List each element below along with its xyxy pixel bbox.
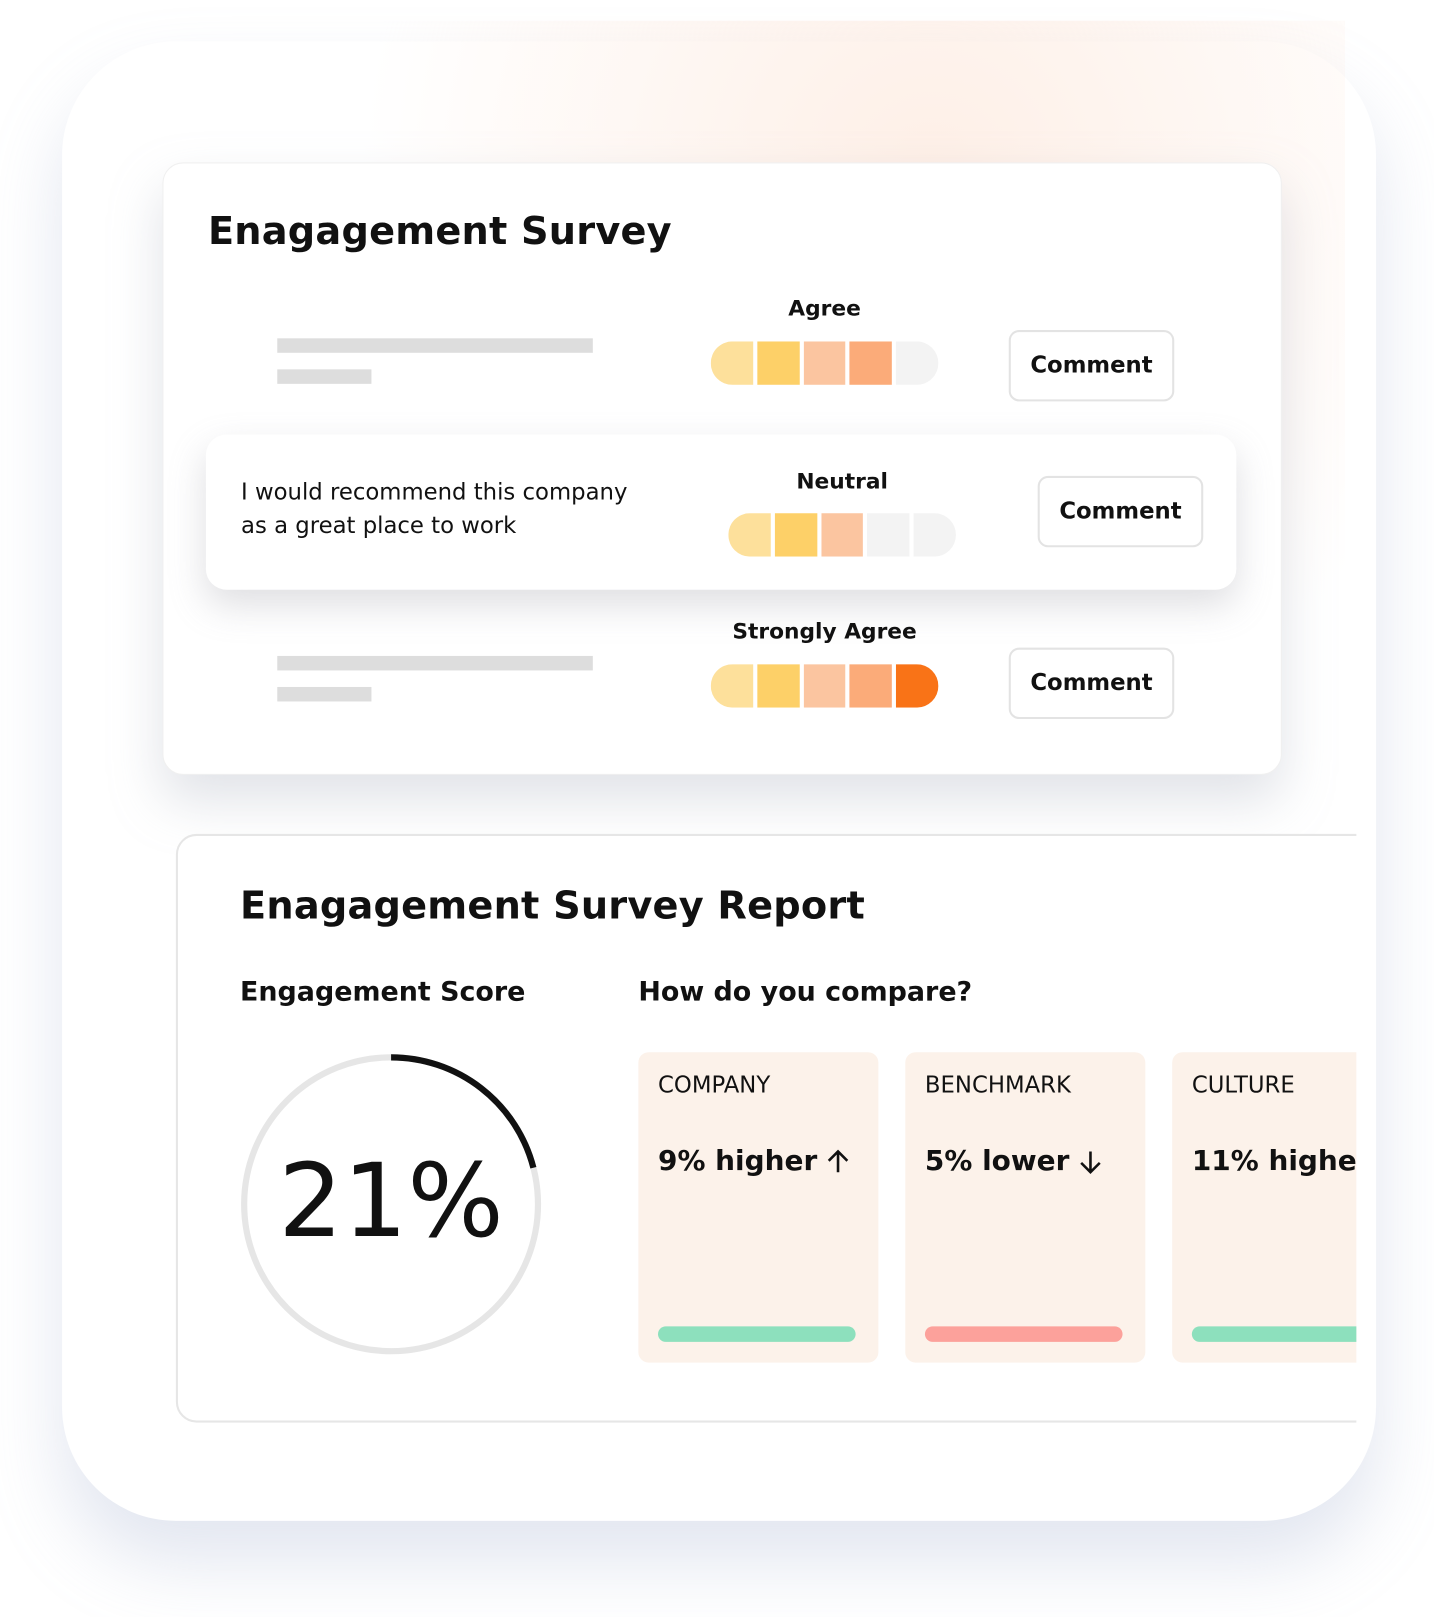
- answer-label: Agree: [788, 295, 861, 321]
- compare-heading: How do you compare?: [638, 976, 973, 1008]
- score-gauge: 21%: [241, 1054, 542, 1355]
- survey-title: Enagagement Survey: [207, 208, 672, 254]
- card-bar: [924, 1326, 1123, 1342]
- card-result: 11% higher: [1192, 1145, 1357, 1177]
- rating-segment: [803, 341, 846, 385]
- gauge-arc: [391, 1054, 537, 1169]
- compare-card: COMPANY 9% higher: [638, 1052, 879, 1363]
- arrow-path: [1079, 1150, 1101, 1174]
- trend-arrow: [1079, 1150, 1101, 1174]
- rating-segment: [913, 513, 956, 557]
- rating-segment: [803, 664, 846, 708]
- rating-bar: [710, 341, 939, 385]
- rating-segment: [710, 341, 753, 385]
- rating-segment: [849, 664, 893, 708]
- card-name: COMPANY: [658, 1072, 771, 1099]
- placeholder-line: [277, 655, 593, 671]
- score-label: 21%: [278, 1142, 503, 1260]
- result-text: 11% higher: [1191, 1145, 1357, 1178]
- card-result: 5% lower: [925, 1145, 1103, 1177]
- rating-segment: [774, 513, 817, 557]
- compare-card: CULTURE 11% higher: [1172, 1052, 1357, 1363]
- comment-button[interactable]: Comment: [1008, 330, 1175, 402]
- question: I would recommend this company as a grea…: [241, 480, 628, 540]
- card-bar: [658, 1326, 856, 1342]
- compare-card: BENCHMARK 5% lower: [905, 1052, 1146, 1363]
- arrow-path: [827, 1149, 849, 1172]
- rating-segment: [849, 341, 893, 385]
- clip: Enagagement Survey Enagagement Survey Re…: [162, 20, 1357, 1423]
- rating-segment: [821, 513, 864, 557]
- card-name: BENCHMARK: [924, 1072, 1071, 1099]
- comment-button[interactable]: Comment: [1008, 647, 1175, 720]
- report-panel: Enagagement Survey Report Engagement Sco…: [175, 833, 1357, 1423]
- card-bar: [1191, 1326, 1357, 1342]
- placeholder-line: [277, 338, 593, 353]
- rating-segment: [867, 513, 910, 557]
- card-result: 9% higher: [658, 1145, 850, 1177]
- rating-segment: [728, 513, 771, 557]
- result-text: 5% lower: [924, 1145, 1070, 1178]
- rating-segment: [896, 664, 939, 708]
- answer-label: Strongly Agree: [732, 618, 917, 644]
- trend-arrow: [827, 1149, 849, 1172]
- rating-segment: [896, 341, 939, 385]
- rating-bar: [728, 513, 956, 557]
- rating-bar: [710, 664, 939, 708]
- card-name: CULTURE: [1191, 1072, 1295, 1099]
- score-heading: Engagement Score: [240, 976, 526, 1008]
- answer-label: Neutral: [796, 468, 888, 494]
- placeholder-line: [277, 369, 372, 384]
- comment-button[interactable]: Comment: [1037, 475, 1204, 548]
- rating-segment: [757, 664, 800, 708]
- placeholder-line: [277, 686, 372, 702]
- rating-segment: [757, 341, 800, 385]
- rating-segment: [710, 664, 753, 708]
- result-text: 9% higher: [658, 1145, 818, 1178]
- report-title: Enagagement Survey Report: [240, 883, 865, 929]
